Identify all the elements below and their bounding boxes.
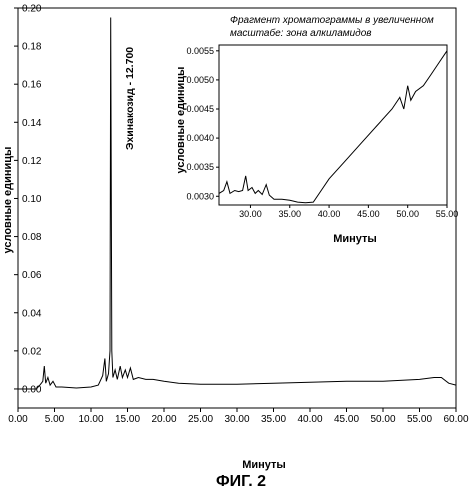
main-x-tick-label: 20.00 (151, 414, 176, 425)
main-x-tick-label: 10.00 (78, 414, 103, 425)
main-x-tick-label: 60.00 (443, 414, 468, 425)
inset-y-tick-label: 0.0030 (186, 191, 214, 201)
main-plot-frame (18, 8, 456, 408)
peak-annotation: Эхинакозид - 12.700 (124, 47, 136, 150)
main-y-tick-label: 0.12 (22, 156, 42, 167)
inset-x-tick-label: 40.00 (318, 209, 341, 219)
inset-y-tick-label: 0.0050 (186, 75, 214, 85)
main-y-tick-label: 0.16 (22, 80, 42, 91)
inset-title-line-1: Фрагмент хроматограммы в увеличенном (230, 15, 434, 26)
main-x-tick-label: 45.00 (334, 414, 359, 425)
main-x-tick-label: 35.00 (261, 414, 286, 425)
main-y-tick-label: 0.10 (22, 194, 42, 205)
main-y-tick-label: 0.08 (22, 232, 42, 243)
inset-y-tick-label: 0.0055 (186, 46, 214, 56)
inset-series-line (219, 51, 447, 203)
inset-title-line-2: масштабе: зона алкиламидов (230, 27, 371, 39)
main-y-tick-label: 0.18 (22, 42, 42, 53)
main-y-tick-label: 0.04 (22, 308, 42, 319)
inset-x-tick-label: 45.00 (357, 209, 380, 219)
main-y-tick-label: 0.06 (22, 270, 42, 281)
main-x-tick-label: 30.00 (224, 414, 249, 425)
main-x-tick-label: 15.00 (115, 414, 140, 425)
inset-x-axis-title: Минуты (333, 233, 377, 245)
main-x-tick-label: 55.00 (407, 414, 432, 425)
inset-y-tick-label: 0.0045 (186, 104, 214, 114)
inset-y-axis-title: условные единицы (175, 67, 187, 174)
main-series-line (18, 18, 456, 390)
main-y-tick-label: 0.14 (22, 118, 42, 129)
inset-x-tick-label: 55.00 (436, 209, 459, 219)
main-y-axis-title: условные единицы (2, 147, 14, 254)
figure-label: ФИГ. 2 (216, 473, 266, 490)
inset-plot-frame (219, 45, 447, 205)
main-x-tick-label: 0.00 (8, 414, 28, 425)
inset-x-tick-label: 35.00 (278, 209, 301, 219)
main-x-tick-label: 25.00 (188, 414, 213, 425)
main-y-tick-label: 0.02 (22, 346, 42, 357)
inset-y-tick-label: 0.0040 (186, 133, 214, 143)
main-x-tick-label: 40.00 (297, 414, 322, 425)
inset-x-tick-label: 50.00 (396, 209, 419, 219)
inset-y-tick-label: 0.0035 (186, 162, 214, 172)
main-x-axis-title: Минуты (242, 459, 286, 471)
main-y-tick-label: 0.20 (22, 4, 42, 15)
main-x-tick-label: 50.00 (370, 414, 395, 425)
inset-x-tick-label: 30.00 (239, 209, 262, 219)
main-x-tick-label: 5.00 (45, 414, 65, 425)
